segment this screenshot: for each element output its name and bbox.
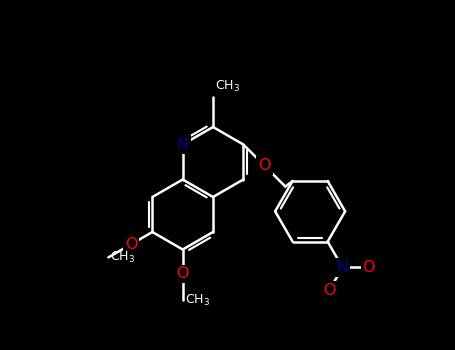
Text: CH$_3$: CH$_3$ xyxy=(185,293,210,308)
Text: O: O xyxy=(258,158,271,173)
Text: CH$_3$: CH$_3$ xyxy=(111,250,136,265)
Text: O: O xyxy=(363,260,375,275)
Text: N: N xyxy=(336,260,349,275)
Text: O: O xyxy=(125,237,137,252)
Text: N: N xyxy=(177,137,189,152)
Text: O: O xyxy=(177,266,189,281)
Text: O: O xyxy=(323,283,336,298)
Text: CH$_3$: CH$_3$ xyxy=(215,79,240,94)
